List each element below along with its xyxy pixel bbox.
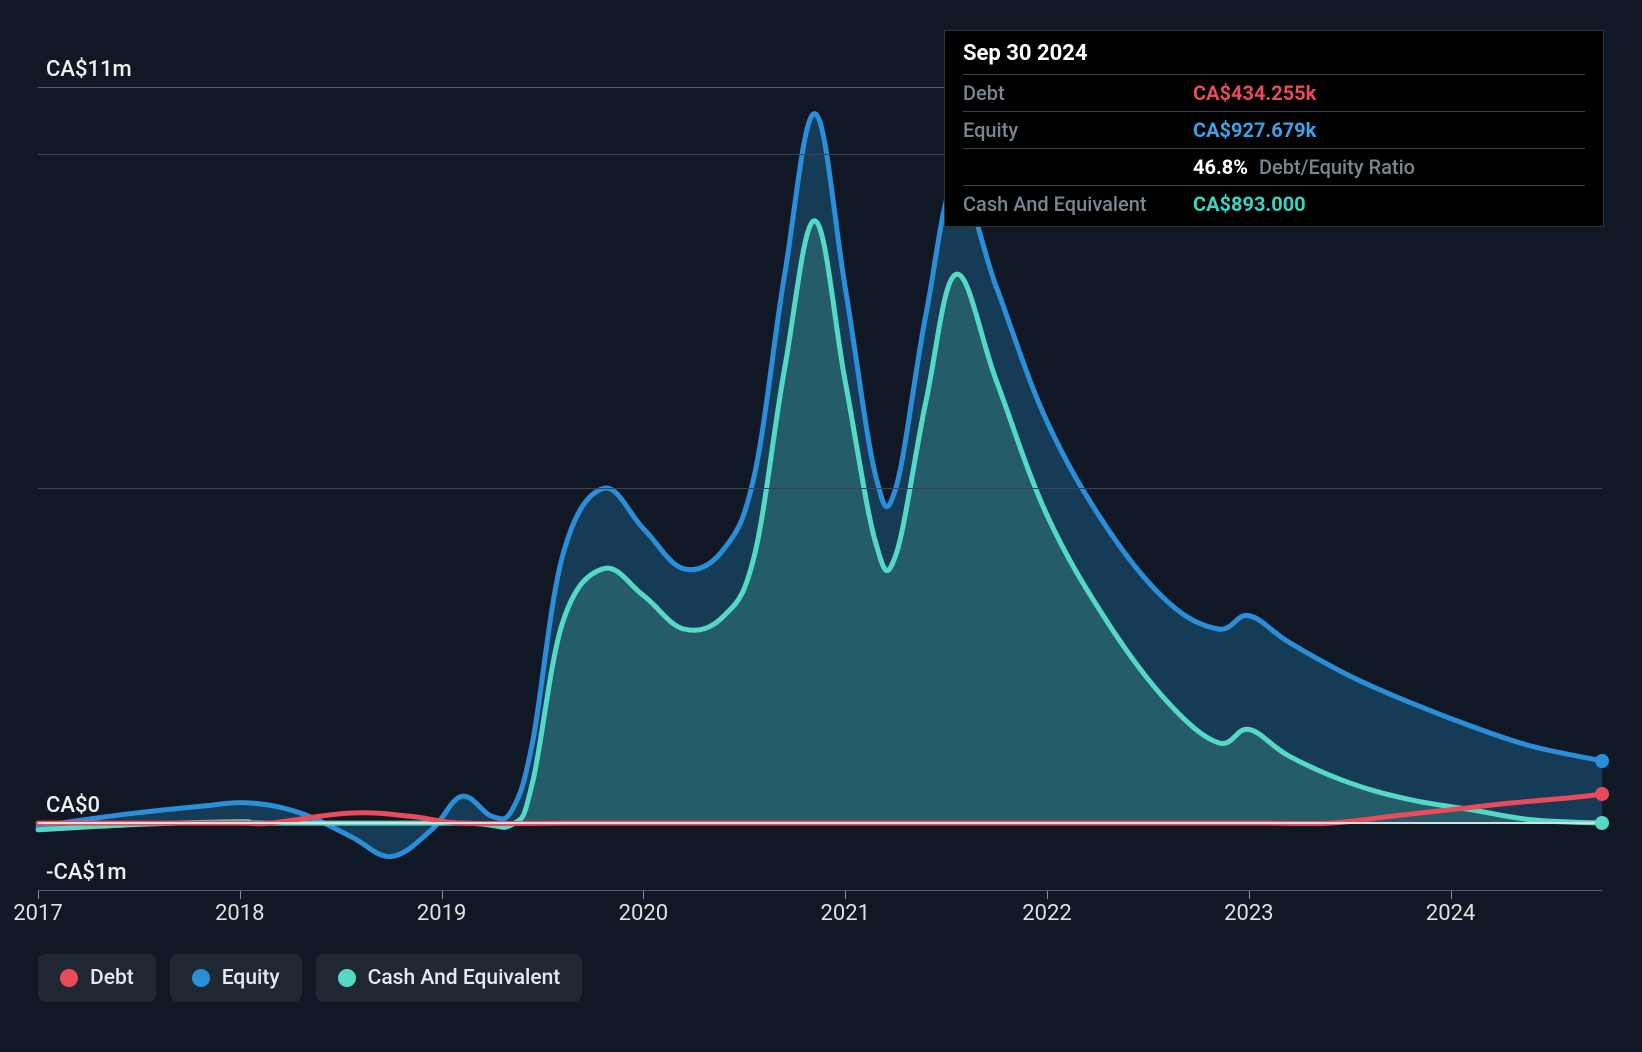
- x-axis-label: 2019: [417, 901, 466, 926]
- legend-dot-debt: [60, 969, 78, 987]
- x-axis-label: 2021: [820, 901, 869, 926]
- series-end-marker: [1595, 787, 1609, 801]
- y-axis-label: CA$11m: [46, 57, 132, 82]
- x-axis-label: 2022: [1022, 901, 1071, 926]
- x-axis-label: 2020: [619, 901, 668, 926]
- tooltip-row-cash: Cash And Equivalent CA$893.000: [963, 185, 1585, 222]
- legend-text-debt: Debt: [90, 966, 134, 990]
- chart-legend: Debt Equity Cash And Equivalent: [38, 954, 582, 1002]
- x-axis-label: 2018: [215, 901, 264, 926]
- tooltip-row-ratio: 46.8% Debt/Equity Ratio: [963, 148, 1585, 185]
- tooltip-value-debt: CA$434.255k: [1193, 81, 1316, 105]
- legend-text-equity: Equity: [222, 966, 280, 990]
- tooltip-date: Sep 30 2024: [963, 41, 1585, 74]
- series-end-marker: [1595, 816, 1609, 830]
- legend-item-debt[interactable]: Debt: [38, 954, 156, 1002]
- tooltip-value-equity: CA$927.679k: [1193, 118, 1316, 142]
- y-axis-label: CA$0: [46, 793, 100, 818]
- x-axis: 20172018201920202021202220232024: [38, 890, 1602, 930]
- tooltip-label-ratio: [963, 155, 1193, 179]
- tooltip-ratio-value: 46.8%: [1193, 155, 1248, 179]
- legend-dot-cash: [338, 969, 356, 987]
- chart-tooltip: Sep 30 2024 Debt CA$434.255k Equity CA$9…: [944, 30, 1604, 227]
- x-axis-label: 2024: [1426, 901, 1475, 926]
- tooltip-row-debt: Debt CA$434.255k: [963, 74, 1585, 111]
- y-axis-label: -CA$1m: [46, 860, 127, 885]
- legend-dot-equity: [192, 969, 210, 987]
- legend-item-equity[interactable]: Equity: [170, 954, 302, 1002]
- legend-text-cash: Cash And Equivalent: [368, 966, 561, 990]
- tooltip-label-equity: Equity: [963, 118, 1193, 142]
- tooltip-label-cash: Cash And Equivalent: [963, 192, 1193, 216]
- chart-container: CA$11m CA$0 -CA$1m 2017 2018 2019 2020 2021 202…: [0, 0, 1642, 1052]
- legend-item-cash[interactable]: Cash And Equivalent: [316, 954, 583, 1002]
- tooltip-row-equity: Equity CA$927.679k: [963, 111, 1585, 148]
- tooltip-ratio-container: 46.8% Debt/Equity Ratio: [1193, 155, 1415, 179]
- x-axis-label: 2017: [13, 901, 62, 926]
- series-end-marker: [1595, 754, 1609, 768]
- tooltip-label-debt: Debt: [963, 81, 1193, 105]
- tooltip-ratio-label: Debt/Equity Ratio: [1259, 155, 1415, 179]
- tooltip-value-cash: CA$893.000: [1193, 192, 1306, 216]
- x-axis-label: 2023: [1224, 901, 1273, 926]
